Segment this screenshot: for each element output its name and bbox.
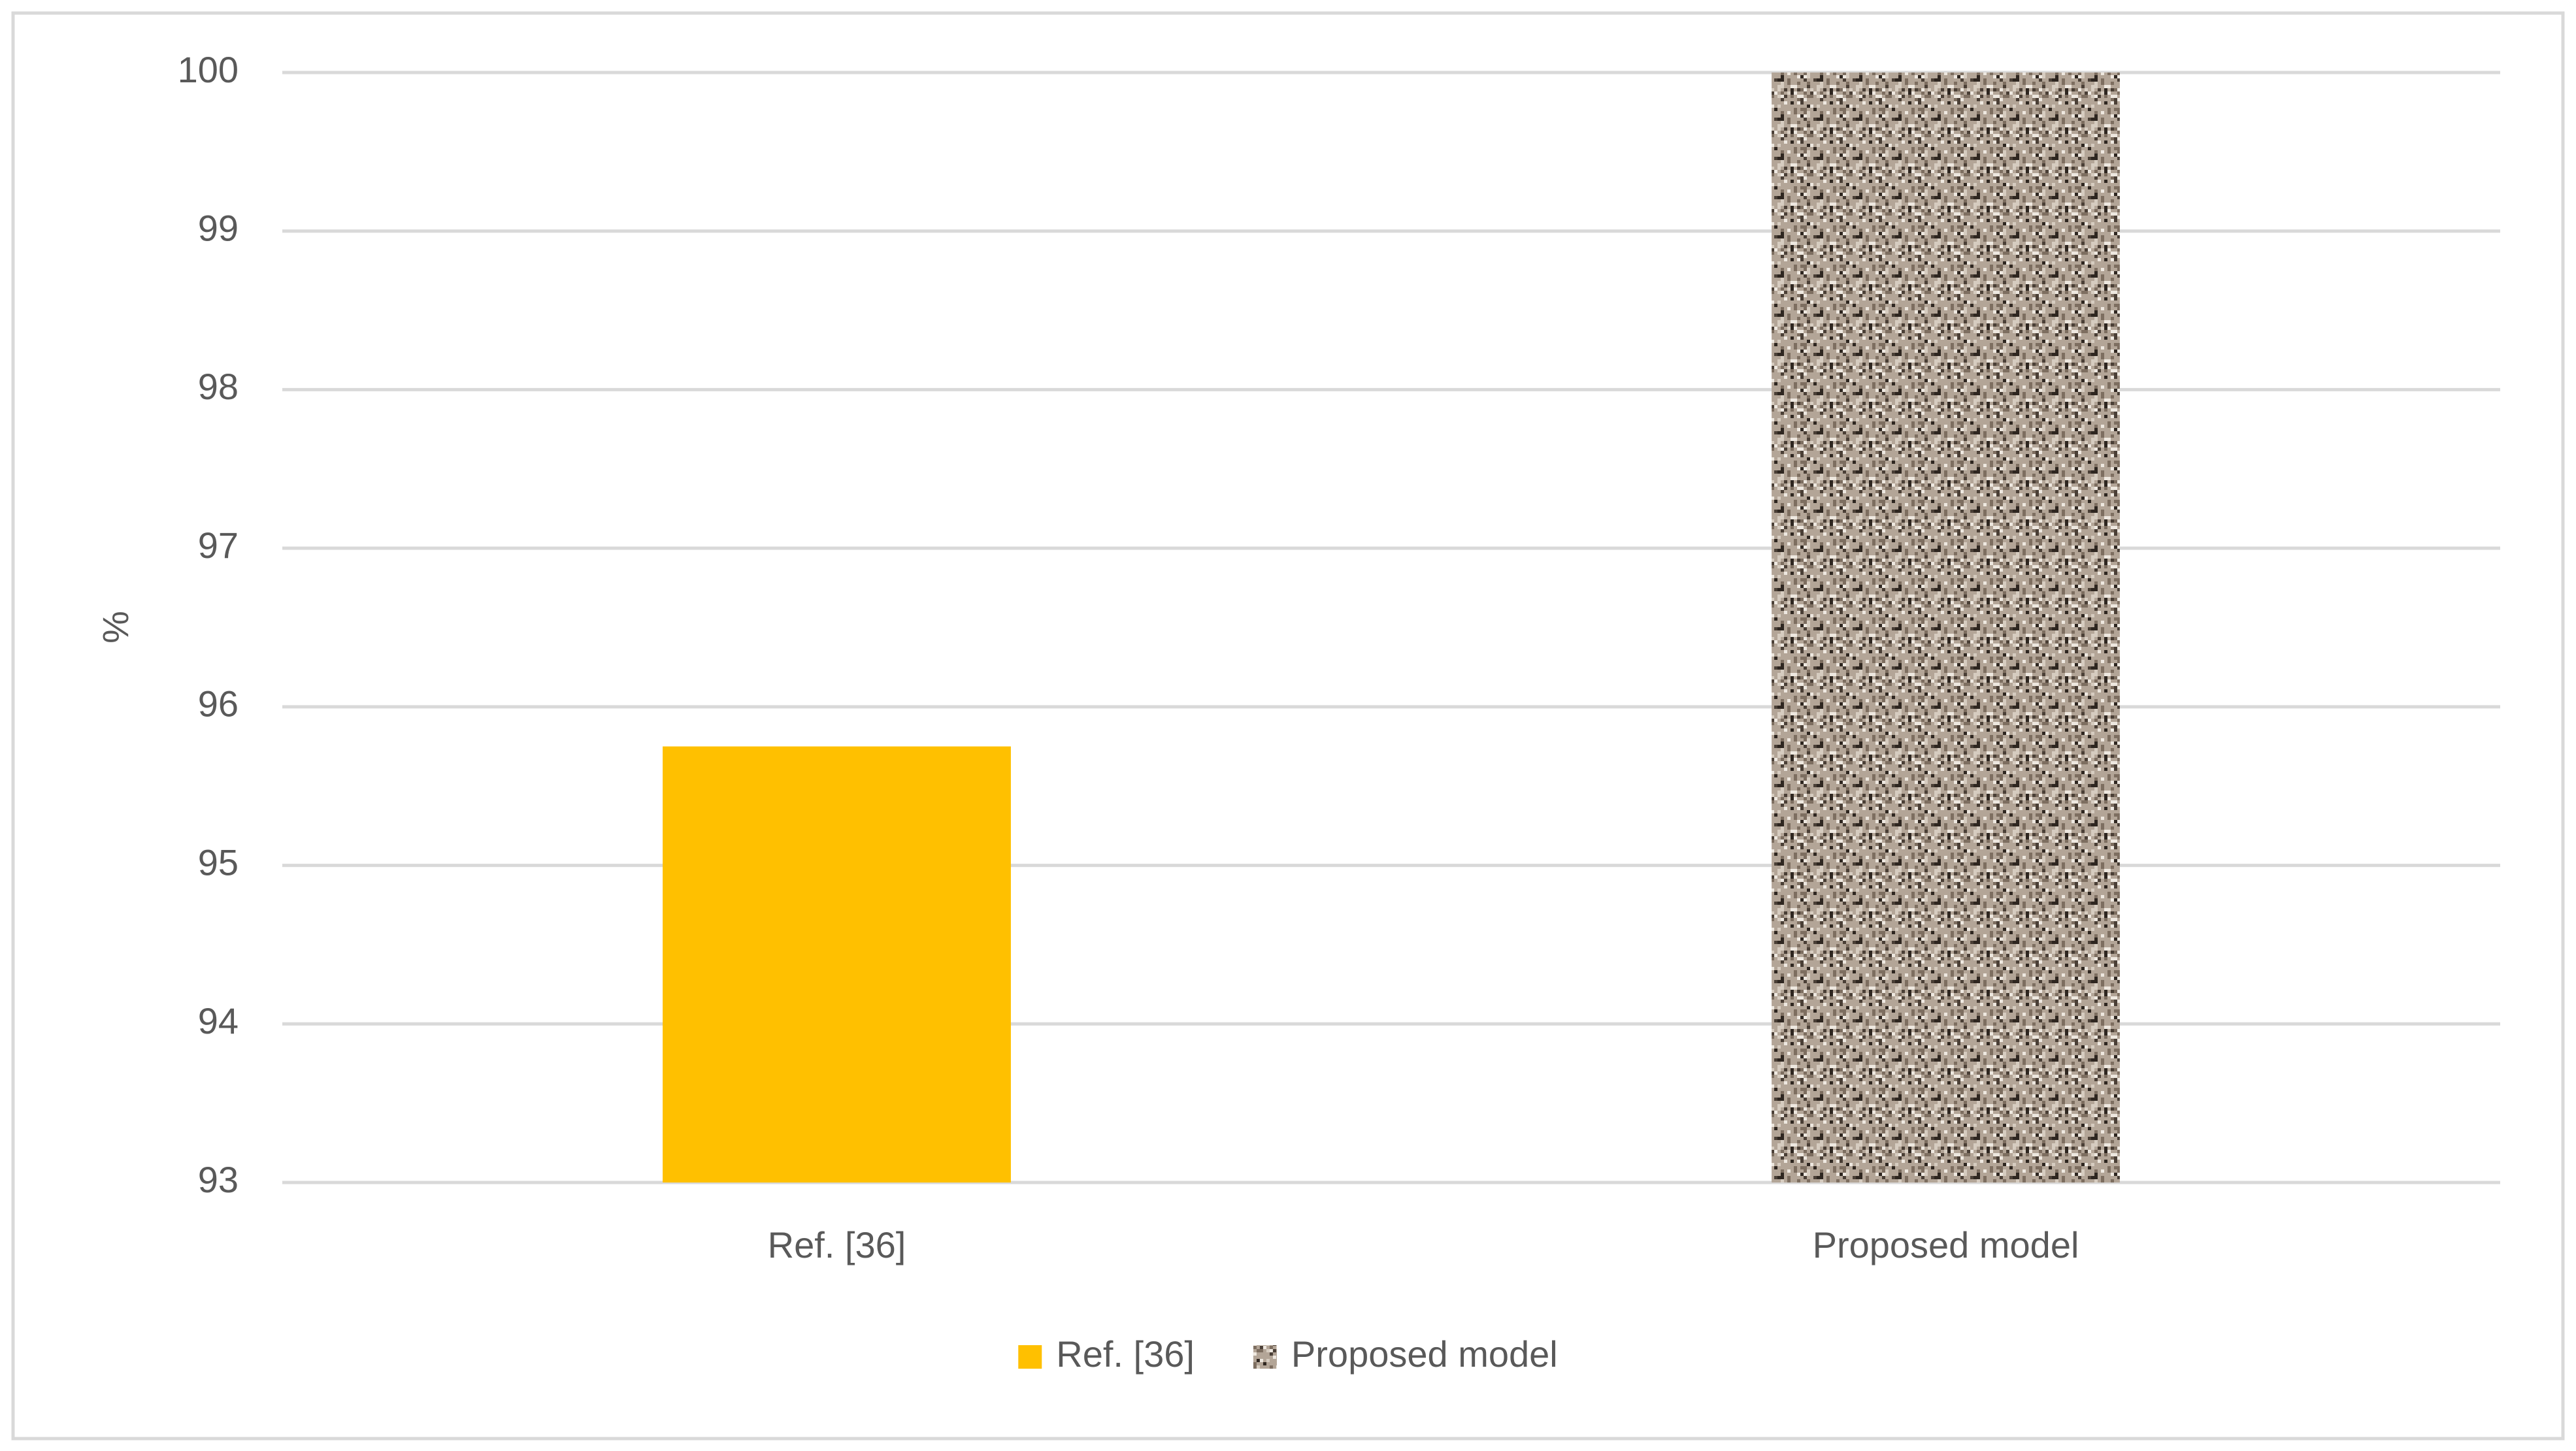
y-tick-label: 96 <box>198 683 239 725</box>
legend-item: Ref. [36] <box>1018 1333 1195 1375</box>
x-tick-label: Proposed model <box>1813 1224 2079 1265</box>
y-tick-label: 93 <box>198 1159 239 1200</box>
legend-swatch <box>1018 1345 1042 1369</box>
legend-label: Proposed model <box>1291 1333 1558 1375</box>
y-tick-label: 100 <box>178 49 239 90</box>
y-tick-label: 95 <box>198 841 239 883</box>
legend-swatch <box>1253 1345 1277 1369</box>
bar <box>663 746 1011 1182</box>
legend-label: Ref. [36] <box>1056 1333 1195 1375</box>
y-axis-label: % <box>95 611 136 644</box>
y-tick-label: 94 <box>198 1000 239 1041</box>
y-tick-label: 98 <box>198 366 239 407</box>
legend-item: Proposed model <box>1253 1333 1558 1375</box>
bar <box>1772 73 2120 1182</box>
y-tick-label: 99 <box>198 208 239 249</box>
chart-frame <box>11 11 2565 1441</box>
y-tick-label: 97 <box>198 525 239 566</box>
x-tick-label: Ref. [36] <box>768 1224 906 1265</box>
